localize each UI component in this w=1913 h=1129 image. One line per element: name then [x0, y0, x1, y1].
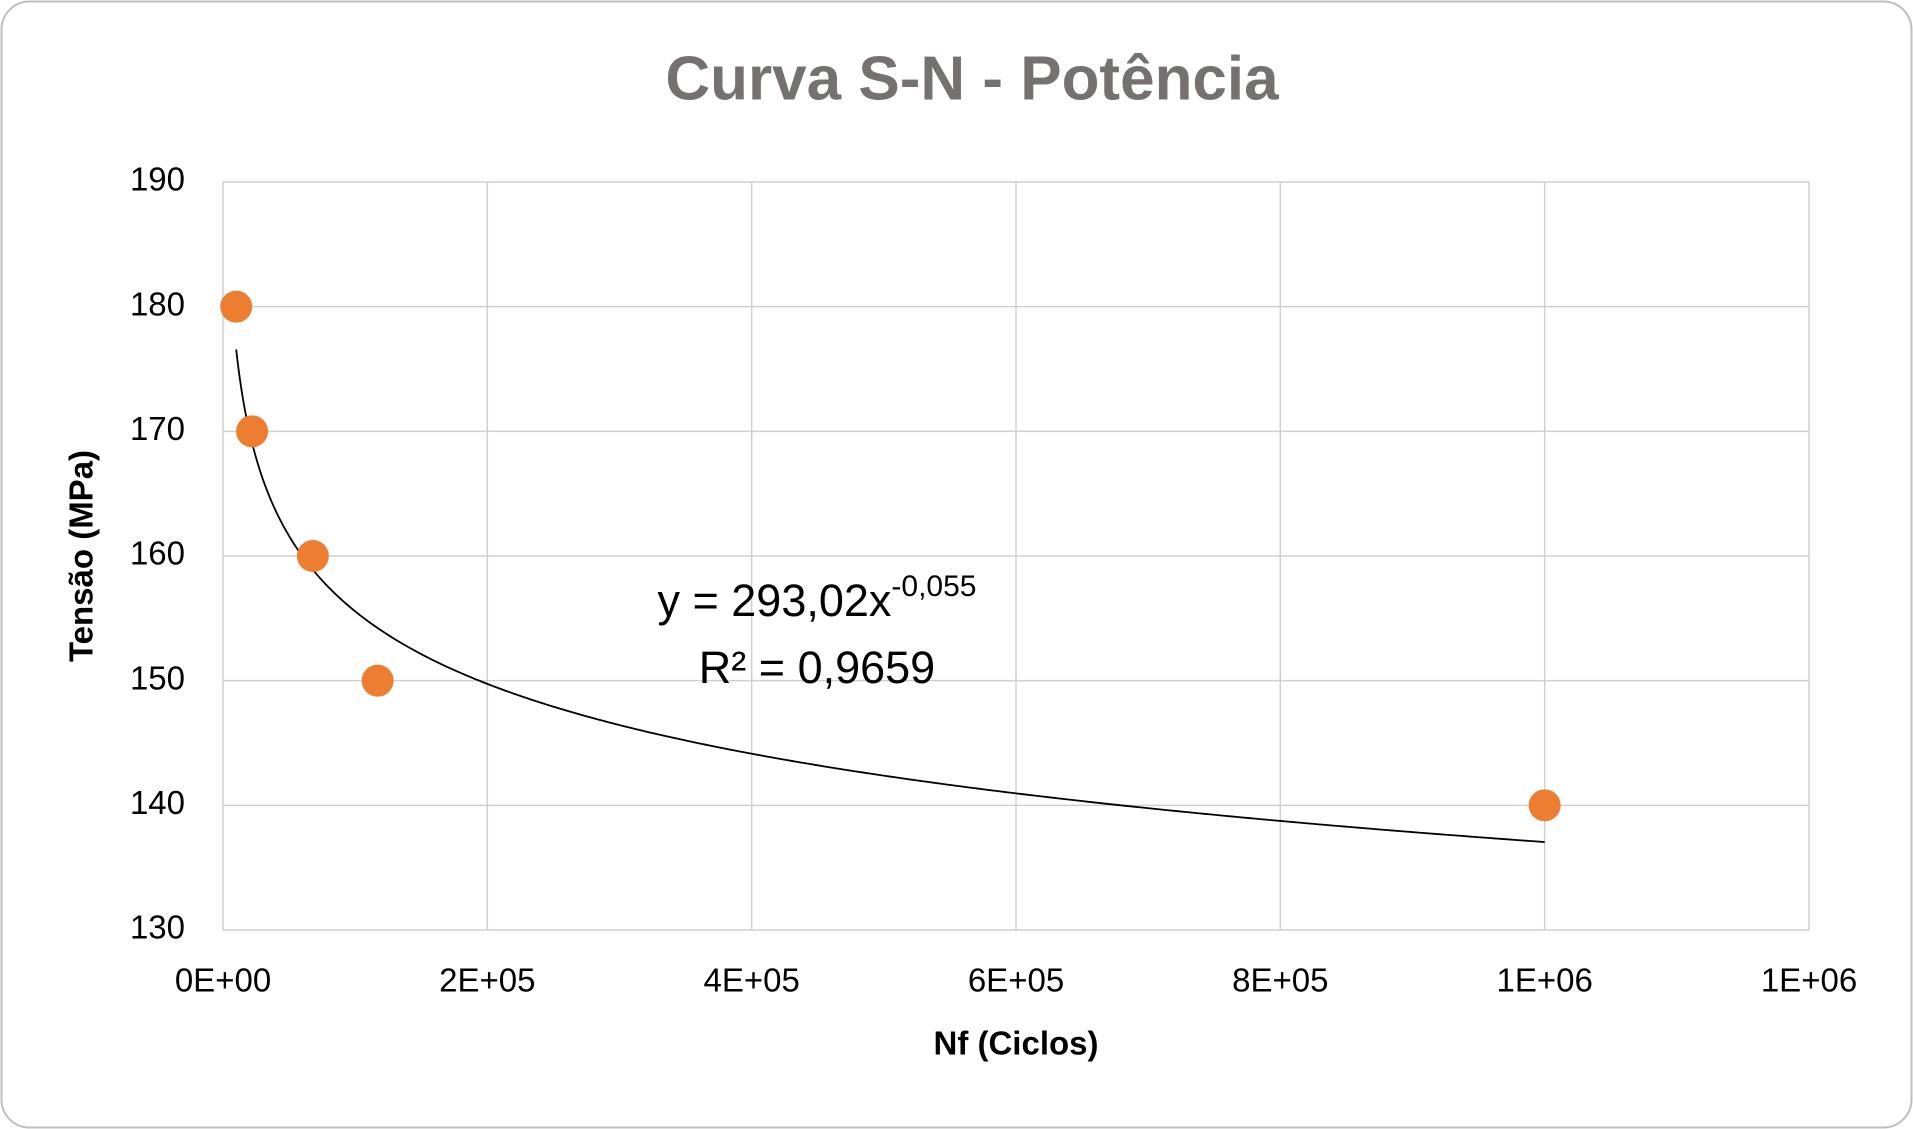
x-tick-label: 2E+05: [439, 962, 535, 999]
equation-text: y = 293,02x: [658, 575, 892, 626]
y-tick-label: 130: [130, 909, 185, 946]
trendline: [235, 349, 1545, 843]
data-point: [1528, 789, 1561, 822]
x-tick-label: 6E+05: [968, 962, 1064, 999]
y-tick-label: 190: [130, 161, 185, 198]
y-axis-title: Tensão (MPa): [63, 450, 100, 662]
y-tick-label: 160: [130, 535, 185, 572]
y-tick-label: 180: [130, 285, 185, 322]
trendline-equation: y = 293,02x-0,055: [658, 570, 977, 626]
x-tick-label: 1E+06: [1761, 962, 1857, 999]
y-tick-label: 170: [130, 410, 185, 447]
y-tick-label: 140: [130, 784, 185, 821]
x-tick-label: 1E+06: [1496, 962, 1592, 999]
x-tick-label: 8E+05: [1232, 962, 1328, 999]
data-point: [296, 540, 329, 572]
x-tick-label: 4E+05: [703, 962, 799, 999]
y-tick-label: 150: [130, 659, 185, 696]
data-point: [361, 664, 394, 697]
equation-exponent: -0,055: [891, 570, 976, 603]
x-axis-title: Nf (Ciclos): [934, 1025, 1099, 1062]
chart-title: Curva S-N - Potência: [665, 44, 1279, 113]
data-point: [220, 290, 253, 323]
trendline-r2: R² = 0,9659: [699, 642, 935, 693]
x-tick-label: 0E+00: [175, 962, 271, 999]
plot-area: 130 140 150 160 170 180 190 0E+00 2E+05 4E+05 6E+0…: [130, 161, 1857, 999]
data-point: [236, 415, 269, 448]
